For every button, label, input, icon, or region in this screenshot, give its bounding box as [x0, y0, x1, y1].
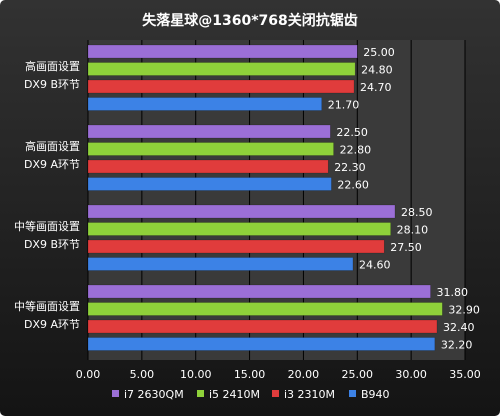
category-label: 中等画面设置: [14, 219, 80, 233]
bar: [87, 302, 443, 316]
legend-swatch: [112, 390, 119, 397]
bar: [87, 79, 355, 94]
data-label: 25.00: [363, 46, 395, 59]
bar: [87, 222, 391, 236]
legend-label: B940: [361, 388, 390, 401]
x-tick-label: 30.00: [395, 368, 427, 381]
data-label: 22.80: [340, 144, 372, 157]
data-label: 24.70: [360, 81, 392, 94]
x-tick-label: 25.00: [342, 368, 374, 381]
bar: [87, 62, 356, 76]
category-label: DX9 A环节: [24, 158, 80, 171]
data-label: 32.90: [448, 304, 480, 317]
legend-label: i5 2410M: [209, 388, 260, 401]
data-label: 31.80: [437, 286, 469, 299]
category-label: 中等画面设置: [14, 299, 80, 313]
data-label: 32.40: [443, 321, 475, 334]
bar: [87, 177, 332, 191]
data-label: 27.50: [390, 241, 422, 254]
data-label: 24.80: [361, 64, 393, 77]
data-label: 22.50: [336, 126, 368, 139]
bar: [87, 142, 334, 156]
category-label: DX9 A环节: [24, 318, 80, 331]
bar: [87, 239, 385, 254]
legend-swatch: [197, 390, 204, 397]
data-label: 28.10: [397, 224, 429, 237]
legend-label: i7 2630QM: [124, 388, 184, 401]
bar: [87, 124, 331, 139]
chart-title: 失落星球@1360*768关闭抗锯齿: [142, 12, 358, 29]
x-tick-label: 10.00: [180, 368, 212, 381]
x-tick-label: 20.00: [288, 368, 320, 381]
bar: [87, 284, 431, 299]
data-label: 24.60: [359, 259, 391, 272]
bar: [87, 159, 329, 174]
bar: [87, 44, 358, 59]
category-label: DX9 B环节: [24, 78, 80, 91]
category-label: 高画面设置: [25, 139, 80, 153]
x-tick-label: 15.00: [234, 368, 266, 381]
category-label: DX9 B环节: [24, 238, 80, 251]
bar: [87, 337, 436, 351]
data-label: 22.30: [334, 161, 366, 174]
x-tick-label: 35.00: [449, 368, 481, 381]
legend-swatch: [272, 390, 279, 397]
bar: [87, 319, 438, 334]
data-label: 32.20: [441, 339, 473, 352]
data-label: 22.60: [337, 179, 369, 192]
bar: [87, 97, 322, 111]
legend-swatch: [349, 390, 356, 397]
category-label: 高画面设置: [25, 59, 80, 73]
data-label: 28.50: [401, 206, 433, 219]
data-label: 21.70: [328, 99, 360, 112]
x-tick-label: 5.00: [130, 368, 155, 381]
bar: [87, 257, 354, 271]
legend-label: i3 2310M: [284, 388, 335, 401]
x-tick-label: 0.00: [76, 368, 101, 381]
bar: [87, 204, 396, 219]
